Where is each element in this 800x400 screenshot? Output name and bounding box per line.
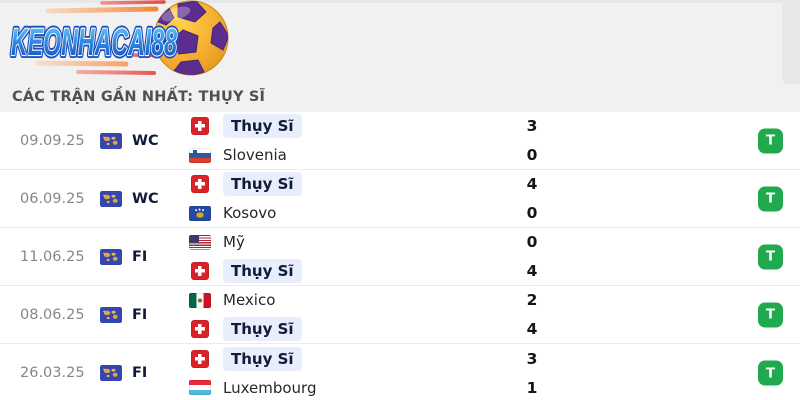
brand-text: KEONHACAI88 (11, 22, 178, 64)
match-row[interactable]: 26.03.25 FI Thụy Sĩ Luxemb (0, 344, 800, 400)
away-team-score: 0 (526, 204, 538, 222)
section-title: CÁC TRẬN GẦN NHẤT: THỤY SĨ (12, 89, 266, 105)
teams-column: Mexico Thụy Sĩ (188, 289, 302, 341)
match-date: 26.03.25 (20, 365, 85, 381)
result-badge[interactable]: T (758, 128, 783, 153)
competition-label: WC (132, 132, 159, 149)
home-team-score: 0 (526, 233, 538, 251)
score-column: 4 0 (524, 170, 540, 227)
switzerland-flag-icon (191, 175, 209, 193)
away-team-line: Thụy Sĩ (188, 259, 302, 283)
top-banner: KEONHACAI88 KEONHACAI88 CÁC TRẬN GẦN NHẤ… (0, 0, 800, 112)
home-team-line: Mỹ (188, 231, 302, 253)
speed-streak-lines (13, 0, 178, 75)
kosovo-flag-icon (189, 205, 211, 221)
competition: FI (100, 248, 188, 265)
score-column: 0 4 (524, 228, 540, 285)
away-team-score: 0 (526, 146, 538, 164)
home-team-line: Thụy Sĩ (188, 114, 302, 138)
scrollbar-thumb[interactable] (782, 0, 800, 84)
home-team-name: Thụy Sĩ (223, 114, 302, 138)
away-team-line: Kosovo (188, 202, 302, 224)
match-date: 08.06.25 (20, 306, 85, 323)
match-row[interactable]: 08.06.25 FI Mexico Thụy Sĩ (0, 286, 800, 344)
world-map-icon (100, 365, 122, 381)
home-team-score: 4 (526, 175, 538, 193)
match-date: 11.06.25 (20, 248, 85, 265)
competition: FI (100, 306, 188, 323)
world-map-icon (100, 132, 122, 149)
home-team-score: 3 (526, 349, 538, 368)
away-team-name: Kosovo (223, 204, 277, 222)
away-team-line: Thụy Sĩ (188, 317, 302, 341)
competition-label: FI (132, 306, 148, 323)
match-row[interactable]: 09.09.25 WC Thụy Sĩ Sloven (0, 112, 800, 170)
result-badge[interactable]: T (758, 186, 783, 211)
usa-flag-icon (189, 234, 211, 250)
competition-label: FI (132, 365, 148, 381)
home-team-score: 2 (526, 291, 538, 309)
competition: WC (100, 132, 188, 149)
world-map-icon (100, 306, 122, 323)
score-column: 2 4 (524, 286, 540, 343)
slovenia-flag-icon (189, 147, 211, 163)
away-team-line: Slovenia (188, 144, 302, 166)
away-team-score: 1 (526, 378, 538, 397)
teams-column: Mỹ Thụy Sĩ (188, 231, 302, 283)
brand-text-outline: KEONHACAI88 (11, 22, 178, 64)
luxembourg-flag-icon (189, 380, 211, 395)
football-logo-graphic: KEONHACAI88 KEONHACAI88 (8, 0, 229, 76)
match-date: 06.09.25 (20, 190, 85, 207)
brand-logo[interactable]: KEONHACAI88 KEONHACAI88 (6, 0, 238, 82)
competition-label: WC (132, 190, 159, 207)
top-strip (0, 0, 800, 3)
result-badge[interactable]: T (758, 360, 783, 386)
football-ball (153, 0, 229, 76)
home-team-name: Mexico (223, 291, 276, 309)
switzerland-flag-icon (191, 117, 209, 135)
home-team-name: Mỹ (223, 233, 245, 251)
away-team-line: Luxembourg (188, 377, 317, 399)
teams-column: Thụy Sĩ Kosovo (188, 172, 302, 224)
switzerland-flag-icon (191, 262, 209, 280)
switzerland-flag-icon (191, 349, 209, 368)
world-map-icon (100, 190, 122, 207)
score-column: 3 0 (524, 112, 540, 169)
switzerland-flag-icon (191, 320, 209, 338)
result-badge[interactable]: T (758, 244, 783, 269)
teams-column: Thụy Sĩ Slovenia (188, 114, 302, 166)
competition: WC (100, 190, 188, 207)
away-team-name: Thụy Sĩ (223, 317, 302, 341)
home-team-line: Thụy Sĩ (188, 172, 302, 196)
result-badge[interactable]: T (758, 302, 783, 327)
away-team-score: 4 (526, 262, 538, 280)
away-team-name: Slovenia (223, 146, 287, 164)
match-list: 09.09.25 WC Thụy Sĩ Sloven (0, 112, 800, 400)
match-date: 09.09.25 (20, 132, 85, 149)
competition-label: FI (132, 248, 148, 265)
away-team-name: Luxembourg (223, 378, 317, 397)
home-team-name: Thụy Sĩ (223, 346, 302, 371)
teams-column: Thụy Sĩ Luxembourg (188, 346, 317, 399)
home-team-score: 3 (526, 117, 538, 135)
score-column: 3 1 (524, 344, 540, 400)
home-team-name: Thụy Sĩ (223, 172, 302, 196)
match-row[interactable]: 06.09.25 WC Thụy Sĩ Kosovo (0, 170, 800, 228)
away-team-score: 4 (526, 320, 538, 338)
home-team-line: Mexico (188, 289, 302, 311)
mexico-flag-icon (189, 292, 211, 308)
away-team-name: Thụy Sĩ (223, 259, 302, 283)
competition: FI (100, 365, 188, 381)
match-row[interactable]: 11.06.25 FI Mỹ Thụy Sĩ (0, 228, 800, 286)
home-team-line: Thụy Sĩ (188, 346, 317, 371)
world-map-icon (100, 248, 122, 265)
